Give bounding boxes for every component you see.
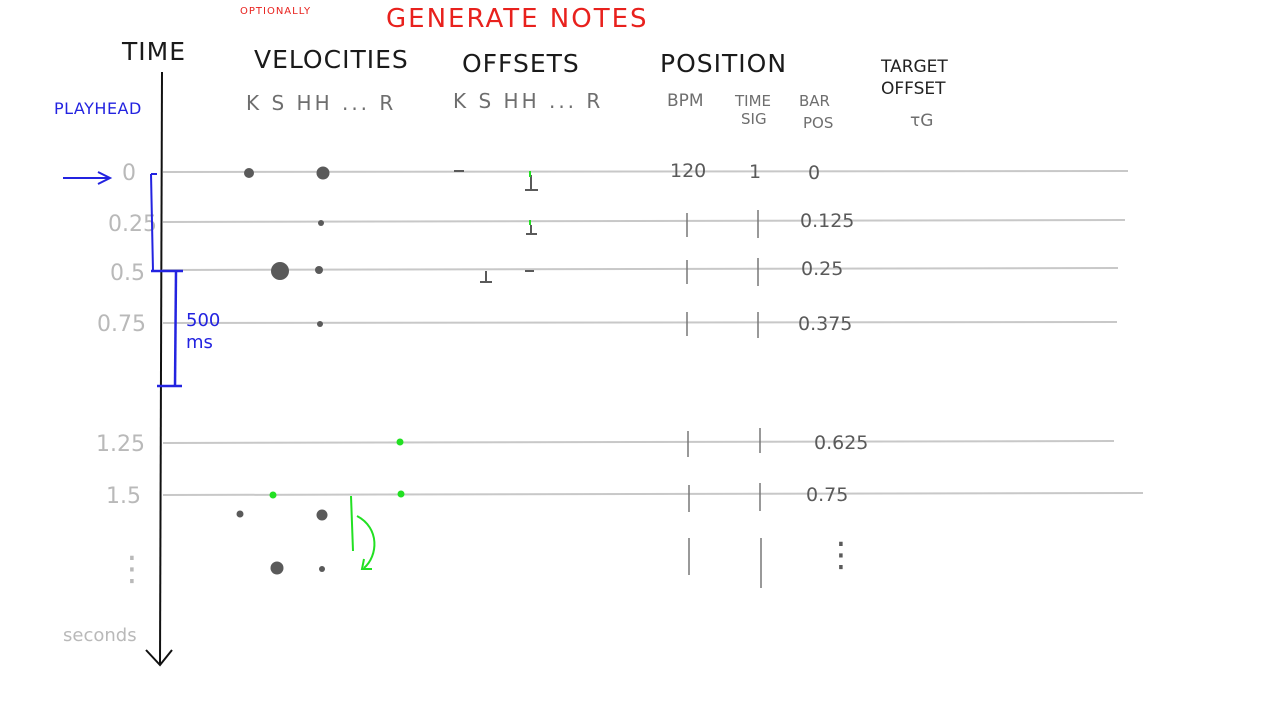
velocity-note: [270, 561, 284, 575]
time-sig-value: 1: [749, 161, 761, 183]
velocity-note: [315, 266, 323, 274]
time-sig-header-line1: TIME: [734, 92, 771, 110]
grid-line: [162, 492, 1144, 496]
grid-line: [162, 267, 1119, 271]
time-axis: [145, 71, 173, 667]
velocity-note: [316, 166, 330, 180]
grid-line: [162, 321, 1118, 324]
velocity-note: [236, 510, 244, 518]
offset-mark: [526, 225, 537, 235]
bpm-header: BPM: [667, 91, 704, 111]
velocity-note: [271, 262, 289, 280]
target-header-line1: TARGET: [880, 57, 948, 77]
offset-track-labels: K S HH ... R: [453, 89, 603, 113]
bpm-value: 120: [670, 160, 706, 182]
grid-line: [162, 440, 1115, 444]
offset-mark: [525, 175, 538, 191]
highlighted-notes: [269, 438, 405, 499]
highlighted-note: [269, 491, 277, 499]
bar-pos-header-line2: POS: [803, 114, 833, 132]
velocity-note: [319, 566, 325, 572]
interval-value: 500: [186, 310, 220, 331]
bar-pos-value: 0.375: [798, 313, 852, 335]
velocity-note: [316, 509, 328, 521]
interval-bracket-upper: [150, 173, 157, 272]
seconds-label: seconds: [63, 625, 137, 646]
offset-mark: [480, 271, 492, 283]
grid-lines: [162, 170, 1144, 496]
position-ticks: [686, 210, 762, 588]
velocity-note: [317, 321, 323, 327]
bar-pos-value: 0.75: [806, 484, 848, 506]
optional-note: OPTIONALLY: [240, 6, 311, 17]
time-tick-label: 1.25: [96, 432, 145, 457]
time-tick-label: 0.5: [110, 261, 145, 286]
offsets-header: OFFSETS: [462, 49, 580, 78]
time-continuation: ⋮: [115, 549, 149, 589]
diagram-title: GENERATE NOTES: [386, 4, 649, 34]
time-tick-label: 1.5: [106, 484, 141, 509]
velocity-notes: [236, 166, 330, 575]
velocities-header: VELOCITIES: [254, 45, 409, 74]
highlighted-note: [396, 438, 404, 446]
playhead-arrow-icon: [63, 171, 113, 185]
bar-pos-value: 0: [808, 162, 820, 184]
bar-pos-value: 0.25: [801, 258, 843, 280]
bar-pos-value: 0.625: [814, 432, 868, 454]
time-tick-label: 0: [122, 161, 136, 186]
highlighted-note: [397, 490, 405, 498]
velocity-note: [244, 168, 254, 178]
time-header: TIME: [121, 37, 186, 66]
playhead-label: PLAYHEAD: [54, 99, 142, 118]
interval-unit: ms: [186, 332, 213, 353]
offset-marks: [454, 170, 538, 283]
curved-arrow-icon: [350, 495, 376, 570]
bar-pos-header-line1: BAR: [799, 92, 830, 110]
grid-line: [162, 219, 1126, 223]
time-tick-label: 0.25: [108, 212, 157, 237]
bar-pos-value: 0.125: [800, 210, 854, 232]
time-sig-header-line2: SIG: [741, 110, 767, 128]
target-symbol: τG: [910, 111, 933, 131]
velocity-note: [318, 220, 324, 226]
target-header-line2: OFFSET: [881, 79, 946, 99]
bar-pos-continuation: ⋮: [824, 535, 858, 575]
velocity-track-labels: K S HH ... R: [246, 91, 396, 115]
interval-bracket-500ms: [151, 269, 183, 388]
time-tick-label: 0.75: [97, 312, 146, 337]
position-header: POSITION: [660, 49, 787, 78]
grid-line: [162, 170, 1129, 173]
